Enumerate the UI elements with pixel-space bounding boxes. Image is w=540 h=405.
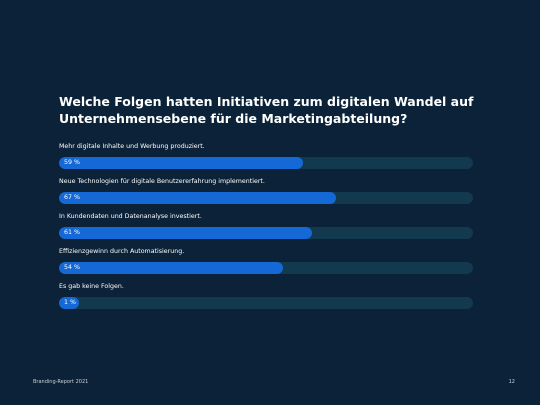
bar-value-label: 54 % (64, 264, 80, 271)
bar-chart: Mehr digitale Inhalte und Werbung produz… (59, 143, 473, 318)
bar-track: 67 % (59, 192, 473, 204)
bar-value-label: 1 % (64, 299, 76, 306)
bar-value-label: 67 % (64, 194, 80, 201)
bar (59, 192, 337, 204)
bar-row: Mehr digitale Inhalte und Werbung produz… (59, 143, 473, 178)
bar-track: 59 % (59, 157, 473, 169)
bar (59, 157, 304, 169)
bar-value-label: 59 % (64, 159, 80, 166)
bar (59, 227, 312, 239)
page-number: 12 (508, 379, 515, 385)
bar-category-label: Mehr digitale Inhalte und Werbung produz… (59, 143, 205, 150)
report-name: Branding-Report 2021 (33, 379, 89, 385)
bar-category-label: Effizienzgewinn durch Automatisierung. (59, 248, 185, 255)
bar (59, 262, 283, 274)
bar-category-label: Neue Technologien für digitale Benutzere… (59, 178, 265, 185)
bar-track: 54 % (59, 262, 473, 274)
bar-category-label: In Kundendaten und Datenanalyse investie… (59, 213, 202, 220)
bar (59, 297, 79, 309)
bar-track: 61 % (59, 227, 473, 239)
bar-track: 1 % (59, 297, 473, 309)
bar-value-label: 61 % (64, 229, 80, 236)
bar-row: In Kundendaten und Datenanalyse investie… (59, 213, 473, 248)
bar-category-label: Es gab keine Folgen. (59, 283, 124, 290)
bar-row: Effizienzgewinn durch Automatisierung. 54… (59, 248, 473, 283)
chart-title: Welche Folgen hatten Initiativen zum dig… (59, 94, 474, 126)
bar-row: Es gab keine Folgen. 1 % (59, 283, 473, 318)
bar-row: Neue Technologien für digitale Benutzere… (59, 178, 473, 213)
